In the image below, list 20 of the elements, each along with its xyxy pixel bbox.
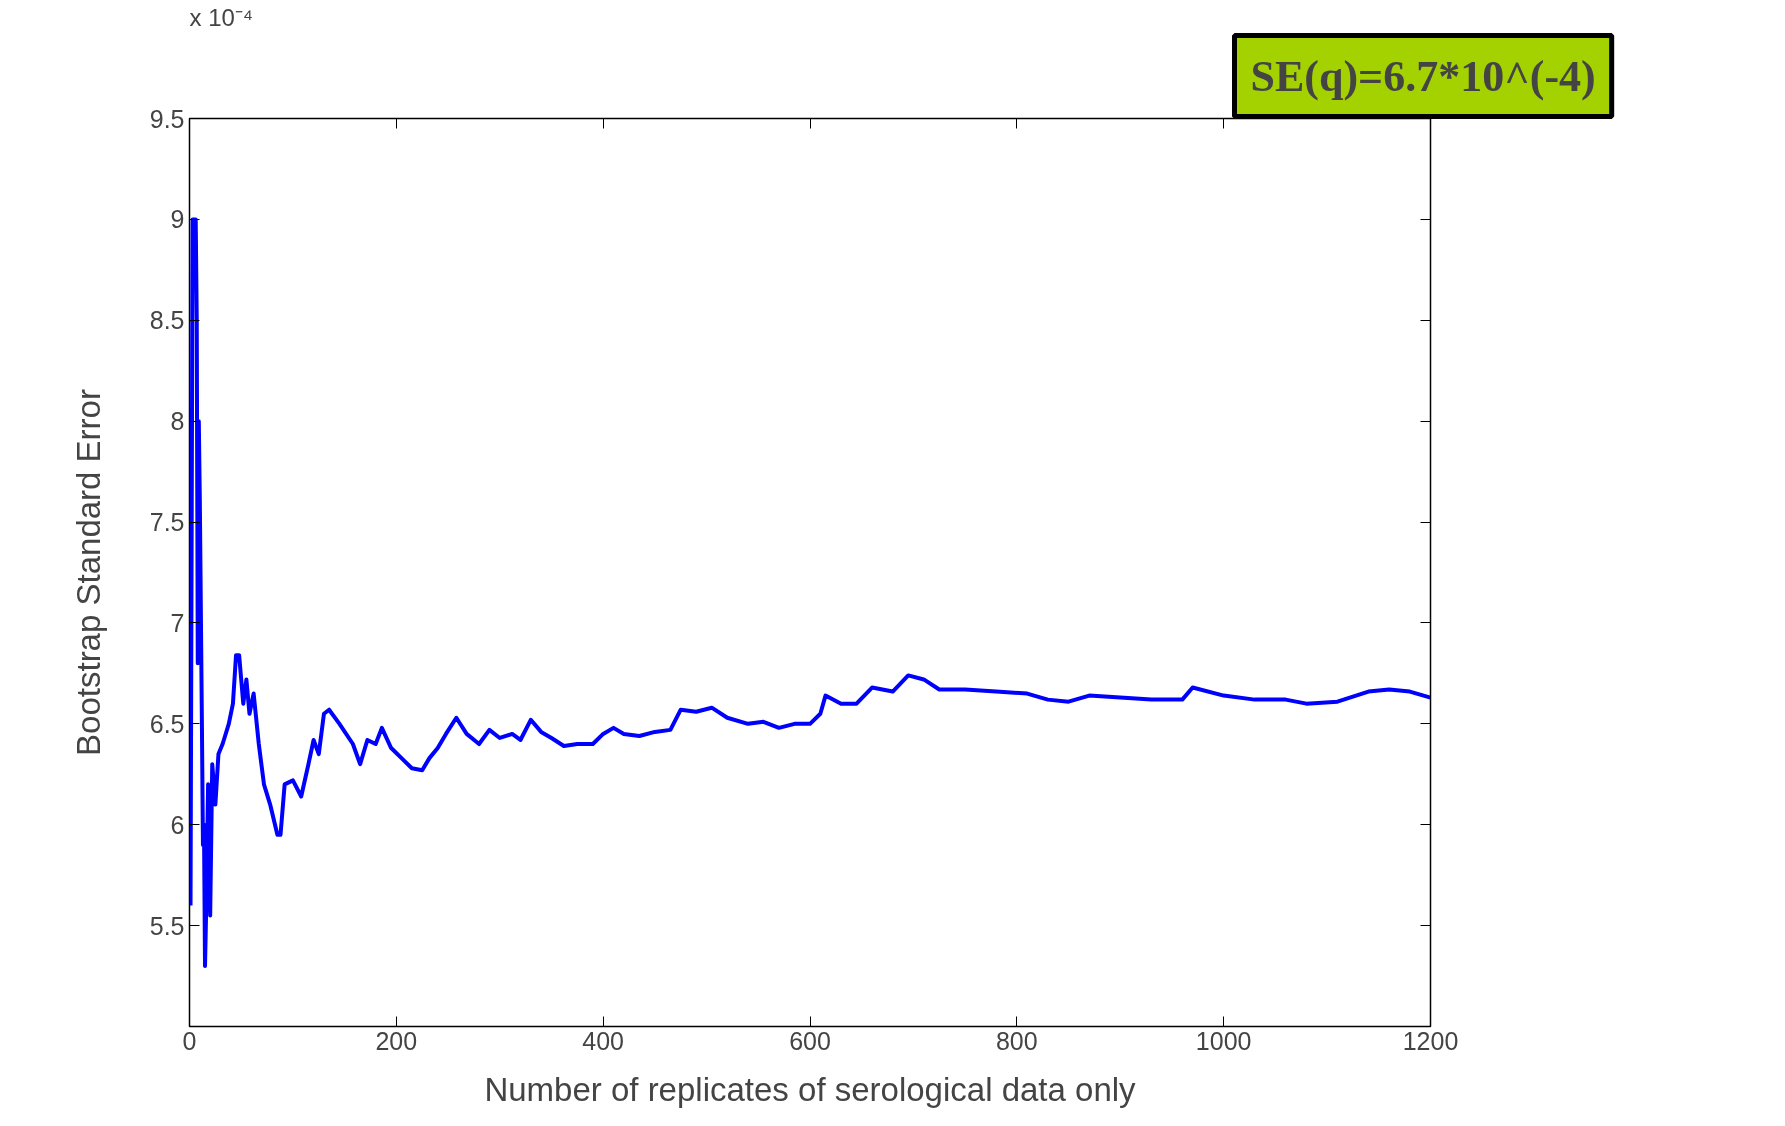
y-tick-label: 9 [170, 205, 185, 234]
x-tick-label: 400 [582, 1026, 625, 1055]
y-tick-label: 9.5 [149, 104, 185, 133]
y-tick-label: 7 [170, 608, 185, 637]
y-tick-label: 8 [170, 407, 185, 436]
y-tick-label: 7.5 [149, 508, 185, 537]
x-tick-label: 600 [789, 1026, 831, 1055]
y-tick-label: 5.5 [149, 911, 185, 940]
x-tick-label: 1000 [1195, 1026, 1252, 1055]
text: SE(q)=6.7*10^(-4) [1250, 51, 1596, 101]
y-tick-label: 6 [170, 810, 185, 839]
x-tick-label: 200 [375, 1026, 418, 1055]
y-tick-label: 8.5 [149, 306, 185, 335]
x-tick-label: 0 [182, 1026, 197, 1055]
y-tick-label: 6.5 [149, 709, 185, 738]
x-axis-title: Number of replicates of serological data only [484, 1070, 1137, 1108]
y-axis-title: Bootstrap Standard Error [69, 389, 107, 756]
x-tick-label: 1200 [1402, 1026, 1459, 1055]
x-tick-label: 800 [995, 1026, 1038, 1055]
text: x 10⁻⁴ [189, 3, 254, 31]
